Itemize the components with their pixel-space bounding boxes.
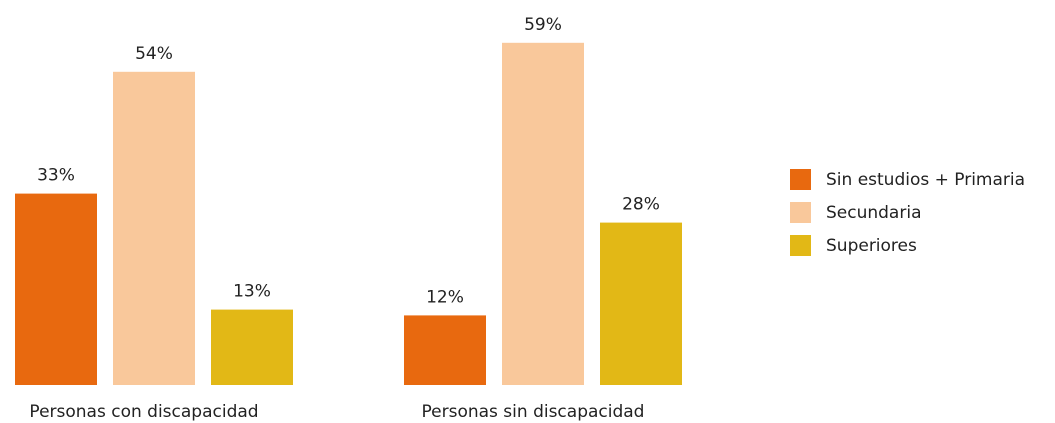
value-label: 28% [622,195,660,215]
bar [211,309,293,385]
legend-swatch [790,235,811,256]
category-label: Personas con discapacidad [29,402,258,422]
category-label: Personas sin discapacidad [422,402,645,422]
bar [15,193,97,385]
bar [600,222,682,385]
legend-label: Superiores [826,236,917,256]
value-label: 13% [233,282,271,302]
legend-swatch [790,169,811,190]
legend-swatch [790,202,811,223]
bar [502,42,584,386]
legend-label: Sin estudios + Primaria [826,170,1025,190]
bar [404,315,486,385]
legend-label: Secundaria [826,203,921,223]
bar [113,71,195,386]
value-label: 12% [426,287,464,307]
value-label: 54% [135,44,173,64]
value-label: 33% [37,166,75,186]
value-label: 59% [524,15,562,35]
